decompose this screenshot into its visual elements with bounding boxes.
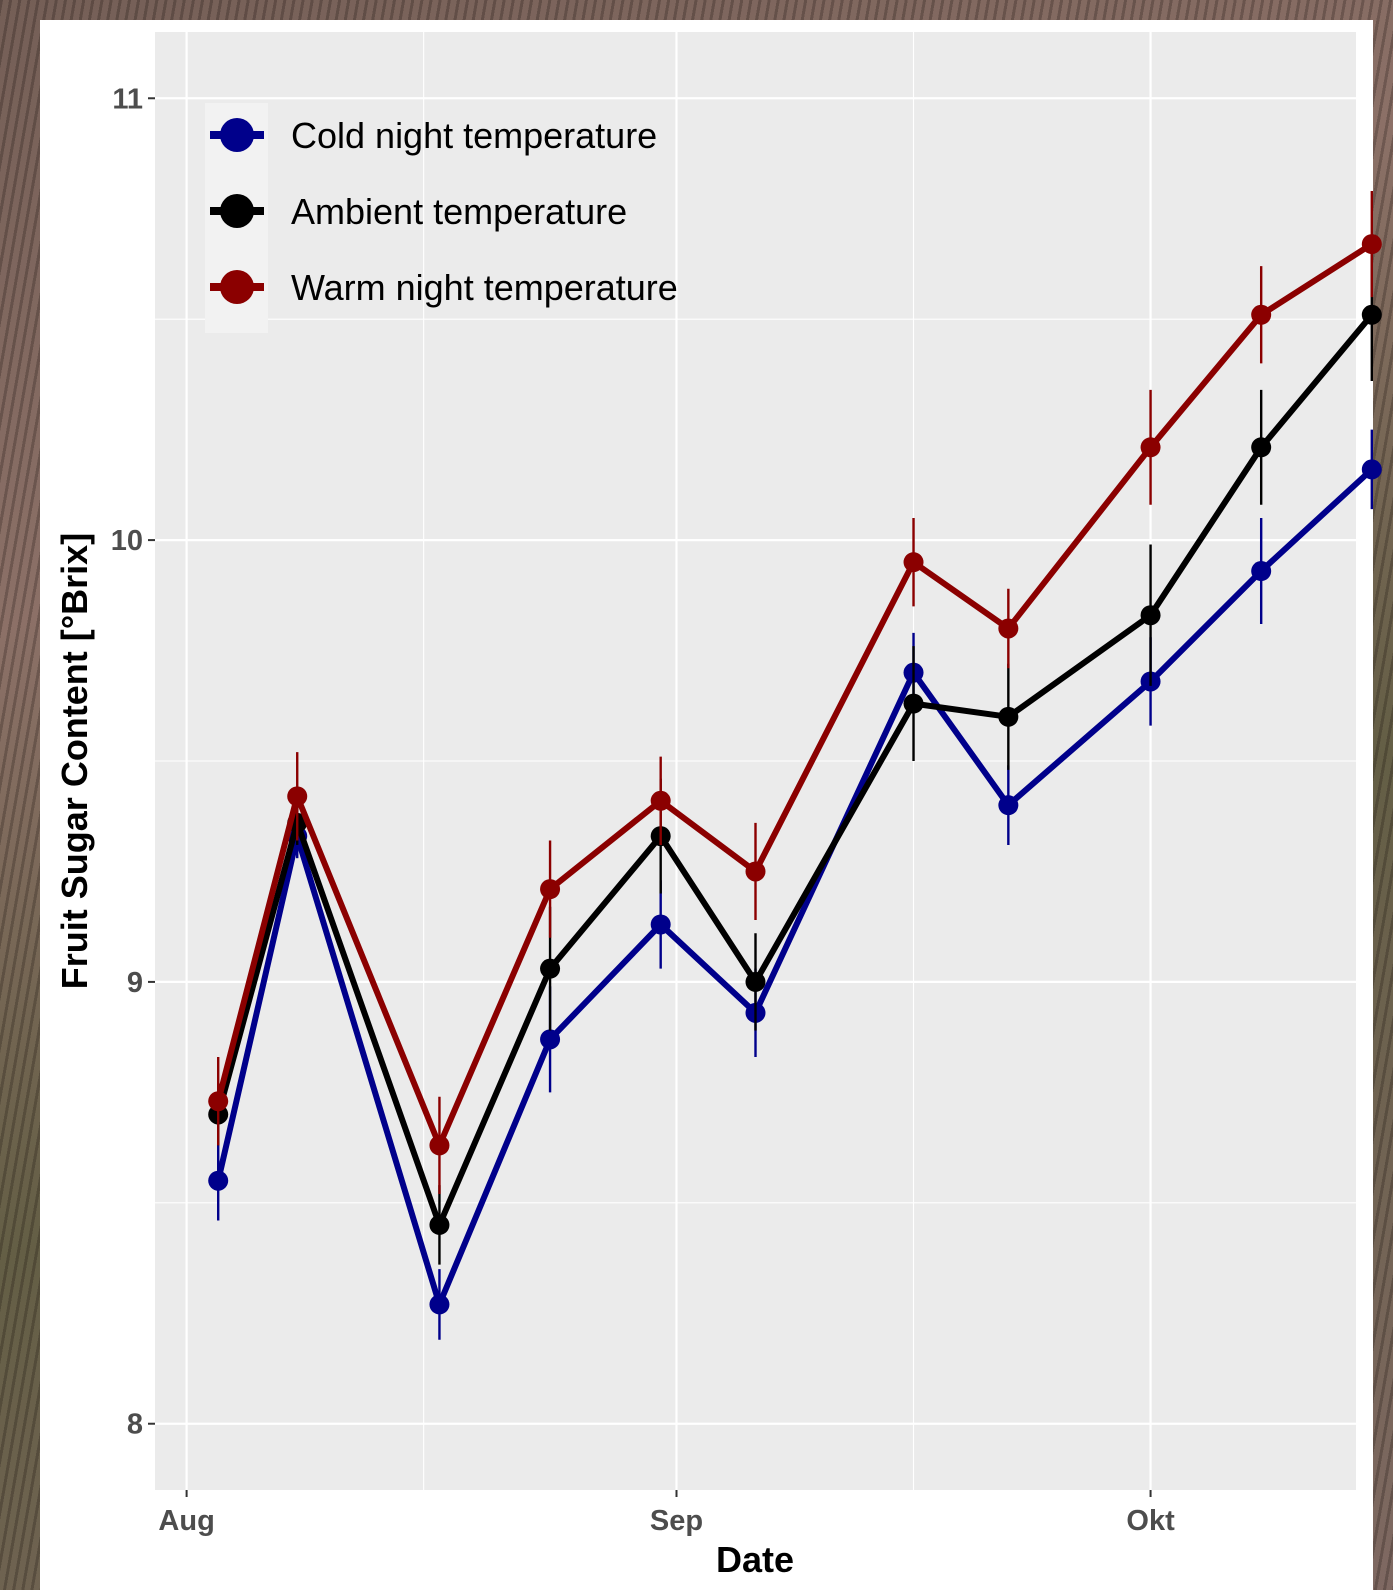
data-point: [1251, 304, 1272, 325]
y-axis-title: Fruit Sugar Content [°Brix]: [54, 533, 95, 989]
y-tick-label: 8: [127, 1409, 143, 1441]
legend-key-point: [220, 270, 254, 304]
data-point: [903, 693, 924, 714]
series-layer: [208, 191, 1382, 1340]
data-point: [429, 1294, 450, 1315]
data-point: [650, 790, 671, 811]
data-point: [1251, 561, 1272, 582]
data-point: [1251, 437, 1272, 458]
data-point: [1361, 234, 1382, 255]
data-point: [1361, 459, 1382, 480]
legend-label: Cold night temperature: [291, 115, 657, 156]
x-tick-label: Sep: [650, 1505, 703, 1537]
data-point: [745, 971, 766, 992]
data-point: [208, 1091, 229, 1112]
data-point: [540, 1029, 561, 1050]
x-tick-label: Aug: [158, 1505, 214, 1537]
data-point: [998, 618, 1019, 639]
y-tick-label: 9: [127, 967, 143, 999]
x-axis-title: Date: [716, 1539, 794, 1580]
y-tick-label: 11: [112, 83, 143, 115]
data-point: [208, 1170, 229, 1191]
data-point: [998, 795, 1019, 816]
data-point: [745, 861, 766, 882]
data-point: [903, 552, 924, 573]
legend-label: Ambient temperature: [291, 191, 627, 232]
data-point: [540, 879, 561, 900]
legend-label: Warm night temperature: [291, 267, 678, 308]
series-3: [208, 191, 1382, 1194]
y-tick-label: 10: [111, 525, 143, 557]
y-axis: 8 9 10 11: [111, 83, 155, 1441]
data-point: [1361, 304, 1382, 325]
data-point: [1140, 437, 1161, 458]
legend: Cold night temperature Ambient temperatur…: [205, 103, 678, 333]
data-point: [1140, 605, 1161, 626]
data-point: [998, 706, 1019, 727]
data-point: [429, 1135, 450, 1156]
data-point: [650, 914, 671, 935]
data-point: [287, 786, 308, 807]
data-point: [429, 1214, 450, 1235]
x-tick-label: Okt: [1126, 1505, 1175, 1537]
legend-key-point: [220, 118, 254, 152]
legend-key-point: [220, 194, 254, 228]
x-axis: Aug Sep Okt: [158, 1490, 1175, 1537]
data-point: [540, 958, 561, 979]
